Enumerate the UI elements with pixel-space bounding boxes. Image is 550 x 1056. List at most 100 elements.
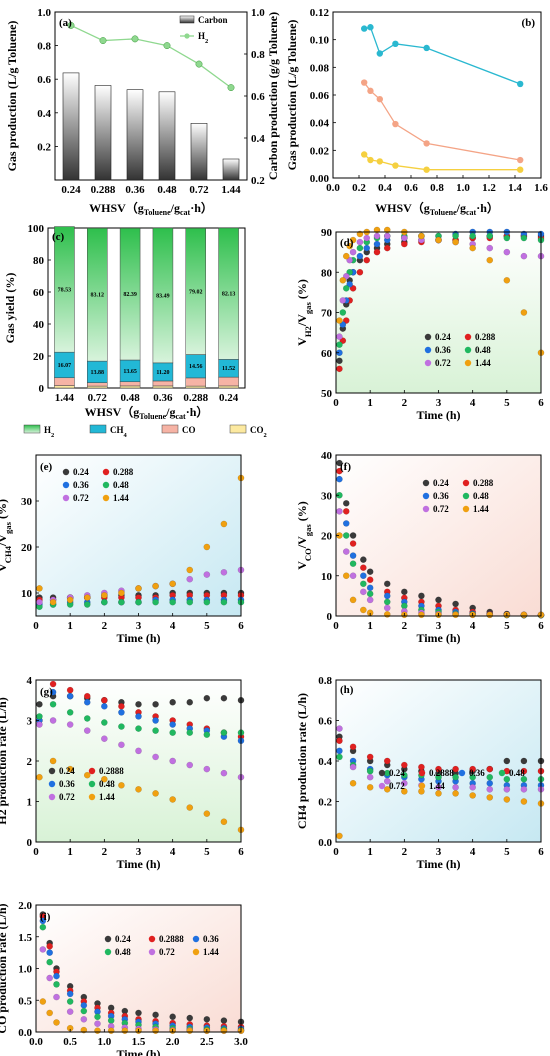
data-point [401, 234, 408, 242]
data-point [383, 611, 391, 618]
carbon-bar [190, 123, 208, 181]
x-axis-label: WHSV（gToluene/gcat·h） [89, 200, 213, 217]
data-point [383, 580, 391, 588]
data-point [356, 238, 364, 246]
data-point [503, 276, 511, 284]
data-point [220, 1017, 228, 1024]
x-tick-label: 1.4 [508, 182, 522, 194]
bar-data-label: 13.65 [123, 369, 137, 375]
data-point [503, 248, 511, 256]
data-point [53, 1019, 60, 1026]
series-point [423, 166, 430, 173]
panel-f: 0 1 2 3 4 5 6 0 10 20 30 40 (f) 0.24 0.288 0.36 0.48 0.72… [295, 450, 545, 645]
data-point [336, 357, 343, 365]
x-tick-label: 0.36 [153, 392, 173, 404]
series-point [376, 95, 383, 103]
data-point [360, 580, 367, 588]
y-tick-label: 0 [39, 383, 45, 395]
x-tick-label: 5 [504, 397, 510, 409]
x-tick-label: 0.8 [430, 182, 444, 194]
x-tick-label: 6 [538, 620, 544, 632]
panel-label: (c) [52, 231, 65, 243]
y-tick-label: 0.4 [318, 756, 332, 768]
x-tick-label: 4 [170, 620, 176, 632]
data-point [203, 543, 211, 551]
y-axis-label: CH4 production rate (L/h) [295, 693, 309, 829]
data-point [101, 696, 108, 704]
series-point [361, 151, 368, 158]
legend-marker [464, 333, 472, 341]
legend-label: 0.48 [473, 491, 489, 501]
legend-swatch [89, 424, 107, 434]
data-point [46, 949, 53, 956]
x-tick-label: 3 [436, 620, 442, 632]
x-tick-label: 6 [538, 846, 544, 858]
stack-segment-co2 [185, 385, 206, 389]
legend-label: 0.48 [509, 768, 525, 778]
data-point [220, 818, 228, 826]
y-tick-label: 0.12 [310, 7, 330, 19]
y-tick-label: 3 [27, 716, 33, 728]
series-point [517, 156, 524, 164]
legend-marker [418, 782, 426, 790]
data-point [83, 601, 91, 608]
y2-tick-label: 0.4 [251, 133, 265, 145]
data-point [349, 532, 357, 539]
data-point [366, 590, 374, 598]
data-point [152, 727, 159, 734]
data-point [118, 598, 125, 606]
data-point [336, 737, 343, 745]
x-axis-label: Time (h) [416, 857, 460, 871]
data-point [169, 698, 176, 706]
data-point [503, 757, 511, 765]
series-point [423, 44, 430, 52]
legend-marker [422, 492, 430, 500]
data-point [107, 1027, 115, 1035]
legend-label: 0.48 [115, 947, 131, 957]
bar-data-label: 11.52 [222, 366, 235, 372]
legend-marker [422, 505, 430, 513]
y-tick-label: 20 [321, 531, 333, 543]
data-point [186, 1014, 194, 1022]
legend-marker [88, 780, 96, 788]
data-point [520, 786, 528, 793]
y-tick-label: 0.2 [318, 797, 332, 809]
data-point [373, 248, 381, 256]
data-point [49, 688, 57, 696]
x-tick-label: 0.2 [352, 182, 366, 194]
y-axis-label: Gas production (L/g Toluene) [5, 21, 19, 172]
data-point [486, 765, 494, 773]
carbon-bar [158, 91, 176, 181]
data-point [486, 244, 494, 252]
y-tick-label: 30 [21, 496, 33, 508]
y-tick-label: 10 [321, 571, 333, 583]
data-point [452, 611, 459, 619]
data-point [53, 993, 60, 1001]
y-tick-label: 2 [27, 756, 33, 768]
legend-label: H2 [198, 31, 208, 45]
data-point [53, 981, 60, 988]
bar-data-label: 79.02 [189, 289, 203, 295]
series-point [361, 79, 368, 86]
x-tick-label: 0.72 [88, 392, 108, 404]
stack-segment-h2 [54, 226, 75, 353]
data-point [220, 598, 228, 606]
x-tick-label: 1.44 [55, 392, 75, 404]
y-tick-label: 0.8 [318, 675, 332, 687]
y-axis-label: H2 production rate (L/h) [0, 697, 9, 824]
data-point [356, 252, 364, 260]
panel-h: 0 1 2 3 4 5 6 0.0 0.2 0.4 0.6 0.8 (h) 0.24 0.2888 0.36 0… [295, 675, 545, 871]
legend-label: 0.24 [389, 768, 405, 778]
y-tick-label: 1.0 [18, 964, 32, 976]
data-point [452, 232, 459, 240]
data-point [366, 784, 374, 791]
data-point [373, 232, 381, 240]
legend-marker [424, 359, 432, 367]
data-point [366, 584, 374, 592]
stack-segment-co [218, 376, 239, 387]
x-axis-label: Time (h) [116, 1047, 160, 1056]
data-point [452, 773, 459, 781]
data-point [66, 765, 74, 773]
data-point [349, 572, 357, 580]
legend-marker [62, 468, 70, 476]
